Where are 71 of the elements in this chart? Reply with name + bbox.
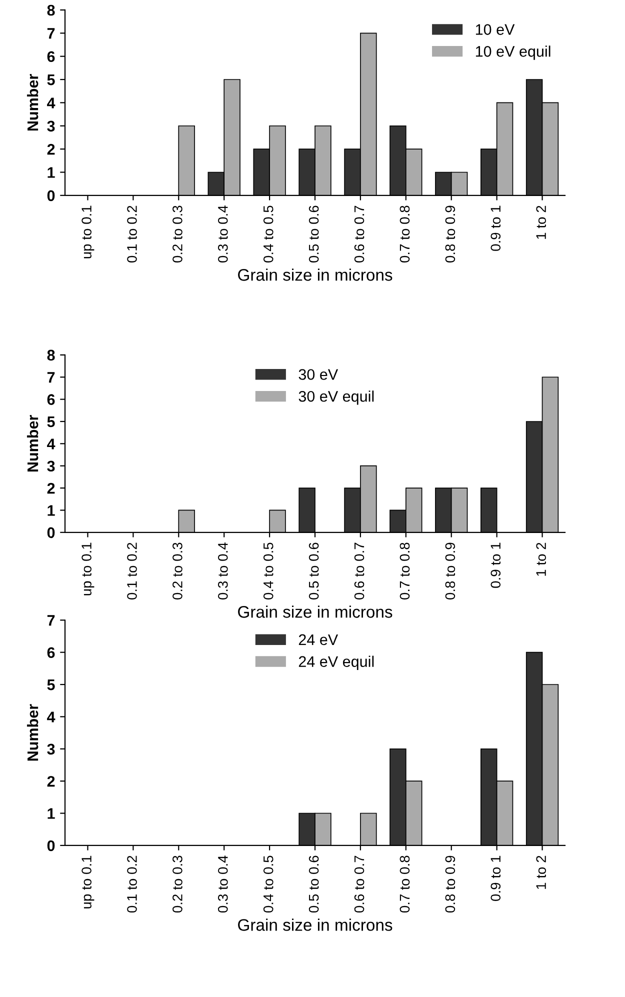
- x-tick-label: 0.2 to 0.3: [172, 542, 182, 600]
- x-tick-label: 0.1 to 0.2: [127, 856, 137, 913]
- x-tick-label: up to 0.1: [82, 206, 94, 258]
- x-axis-title: Grain size in microns: [238, 268, 392, 281]
- y-tick-label: 0: [47, 527, 55, 538]
- legend-label: 24 eV equil: [298, 656, 374, 670]
- y-tick-label: 0: [47, 840, 55, 852]
- y-tick-label: 8: [47, 4, 55, 16]
- x-tick-label: 0.8 to 0.9: [445, 542, 456, 600]
- x-tick-label: 0.4 to 0.5: [263, 856, 274, 913]
- y-tick-label: 3: [47, 744, 55, 755]
- x-tick-label: 0.6 to 0.7: [354, 856, 364, 913]
- x-tick-label: 0.5 to 0.6: [308, 856, 319, 913]
- x-tick-label: 0.2 to 0.3: [172, 856, 182, 913]
- y-tick-label: 6: [47, 394, 55, 405]
- x-tick-label: 0.7 to 0.8: [400, 856, 410, 913]
- y-axis-title: Number: [26, 704, 38, 761]
- y-tick-label: 3: [47, 460, 55, 472]
- y-tick-label: 2: [47, 482, 55, 494]
- y-tick-label: 3: [47, 120, 55, 132]
- y-tick-label: 4: [47, 712, 56, 722]
- x-tick-label: 0.1 to 0.2: [127, 206, 137, 262]
- x-tick-label: up to 0.1: [82, 542, 94, 596]
- x-tick-label: 0.3 to 0.4: [218, 542, 228, 600]
- x-tick-label: 1 to 2: [536, 856, 546, 889]
- y-tick-label: 4: [47, 98, 56, 108]
- y-tick-label: 7: [47, 28, 55, 39]
- y-tick-label: 4: [47, 438, 56, 450]
- y-tick-label: 7: [47, 615, 55, 626]
- x-tick-label: 0.7 to 0.8: [400, 206, 410, 262]
- x-tick-label: 0.9 to 1: [490, 206, 501, 251]
- y-tick-label: 2: [47, 144, 55, 155]
- legend-label: 30 eV: [298, 369, 338, 380]
- y-tick-label: 0: [47, 190, 55, 202]
- y-tick-label: 6: [47, 647, 55, 658]
- legend-label: 10 eV: [476, 24, 515, 35]
- x-tick-label: 0.4 to 0.5: [263, 206, 274, 262]
- legend-label: 30 eV equil: [298, 390, 374, 405]
- x-tick-label: 0.8 to 0.9: [445, 856, 456, 913]
- y-tick-label: 2: [47, 776, 55, 787]
- x-tick-label: 0.9 to 1: [490, 856, 501, 901]
- x-axis-title: Grain size in microns: [238, 606, 392, 618]
- x-tick-label: 0.3 to 0.4: [218, 206, 228, 262]
- x-tick-label: 1 to 2: [536, 206, 546, 239]
- y-tick-label: 5: [47, 680, 55, 690]
- y-axis-title: Number: [26, 74, 38, 131]
- x-axis-title: Grain size in microns: [238, 918, 392, 931]
- y-tick-label: 5: [47, 74, 55, 86]
- x-tick-label: 1 to 2: [536, 542, 546, 576]
- x-tick-label: 0.6 to 0.7: [354, 206, 364, 262]
- x-tick-label: 0.5 to 0.6: [308, 206, 319, 262]
- legend-label: 24 eV: [298, 634, 338, 646]
- y-tick-label: 7: [47, 372, 55, 383]
- y-tick-label: 1: [48, 167, 55, 178]
- y-tick-label: 1: [48, 808, 55, 819]
- x-tick-label: 0.2 to 0.3: [172, 206, 182, 262]
- x-tick-label: 0.3 to 0.4: [218, 856, 228, 913]
- y-tick-label: 6: [47, 51, 55, 62]
- y-axis-title: Number: [26, 415, 38, 472]
- x-tick-label: up to 0.1: [82, 856, 94, 908]
- x-tick-label: 0.1 to 0.2: [127, 542, 137, 600]
- y-tick-label: 8: [47, 350, 55, 361]
- legend-label: 10 eV equil: [476, 46, 550, 60]
- x-tick-label: 0.4 to 0.5: [263, 542, 274, 600]
- y-tick-label: 1: [48, 505, 55, 516]
- x-tick-label: 0.8 to 0.9: [445, 206, 456, 262]
- x-tick-label: 0.6 to 0.7: [354, 542, 364, 600]
- x-tick-label: 0.7 to 0.8: [400, 542, 410, 600]
- x-tick-label: 0.5 to 0.6: [308, 542, 319, 600]
- x-tick-label: 0.9 to 1: [490, 542, 501, 588]
- y-tick-label: 5: [47, 416, 55, 428]
